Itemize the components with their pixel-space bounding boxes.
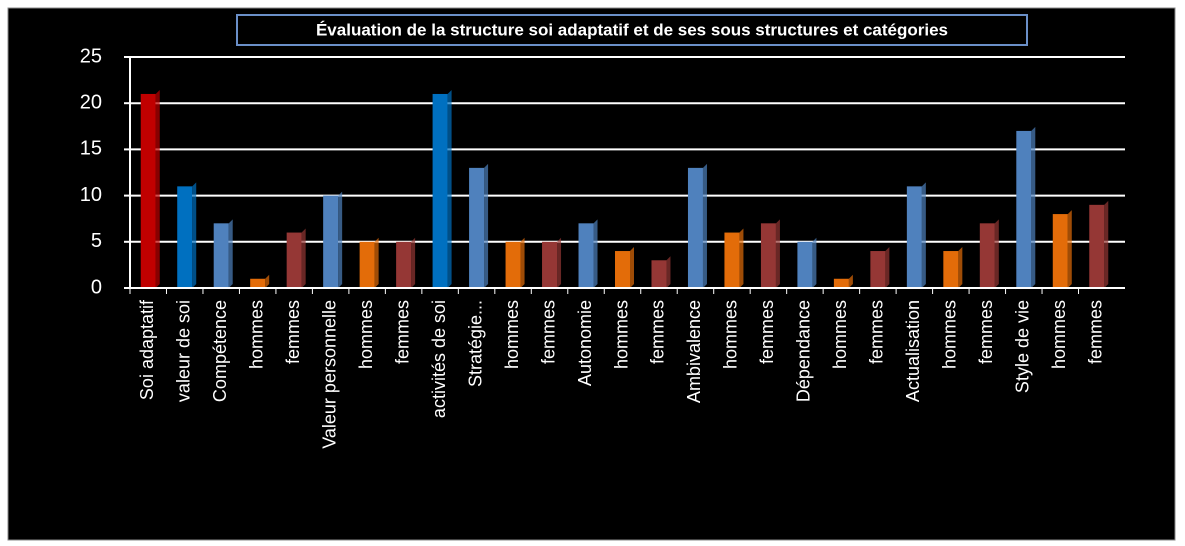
bar-side [484, 163, 489, 288]
bar-side [994, 219, 999, 288]
bar-side [958, 247, 963, 288]
x-tick-label: hommes [721, 300, 741, 369]
bar [396, 241, 412, 288]
bar [651, 260, 667, 288]
bar [213, 223, 229, 288]
x-tick-label: femmes [757, 300, 777, 364]
y-tick-label: 5 [91, 230, 102, 252]
bar [177, 186, 193, 288]
x-tick-label: Valeur personnelle [319, 300, 339, 449]
bar-side [630, 247, 634, 288]
bar [1089, 204, 1105, 288]
bar-side [301, 228, 306, 288]
bar [870, 251, 886, 288]
bar-side [520, 237, 525, 288]
bar-side [1031, 126, 1036, 288]
bar-side [338, 191, 343, 288]
bar-side [1104, 200, 1109, 288]
bar-side [885, 247, 890, 288]
bar [505, 241, 521, 288]
bar [687, 167, 703, 288]
bar-side [812, 237, 817, 288]
x-tick-label: hommes [611, 300, 631, 369]
bar-side [447, 89, 452, 289]
chart-title: Évaluation de la structure soi adaptatif… [316, 20, 948, 39]
bar [615, 251, 630, 288]
x-tick-label: Autonomie [575, 300, 595, 386]
bar [250, 278, 266, 288]
x-tick-label: Compétence [210, 300, 230, 402]
x-tick-label: hommes [940, 300, 960, 369]
bar-side [265, 274, 270, 288]
bar [359, 241, 375, 288]
x-tick-label: Stratégie... [465, 300, 485, 387]
bar-side [775, 219, 780, 288]
x-tick-label: femmes [1086, 300, 1106, 364]
bar [943, 251, 959, 288]
x-tick-label: hommes [830, 300, 850, 369]
x-tick-label: activités de soi [429, 300, 449, 418]
x-tick-label: femmes [648, 300, 668, 364]
x-tick-label: Dépendance [794, 300, 814, 402]
x-tick-label: hommes [246, 300, 266, 369]
y-tick-label: 0 [91, 276, 102, 298]
y-tick-label: 25 [80, 45, 102, 67]
bar [286, 232, 302, 288]
bar [724, 232, 740, 288]
x-tick-label: femmes [976, 300, 996, 364]
title-box [236, 14, 1028, 46]
bar-side [374, 237, 379, 288]
x-tick-label: hommes [1049, 300, 1069, 369]
bar-side [702, 163, 707, 288]
bar [1052, 214, 1068, 288]
x-tick-label: femmes [867, 300, 887, 364]
x-tick-label: Style de vie [1013, 300, 1033, 393]
bar [906, 186, 922, 288]
x-tick-label: femmes [283, 300, 303, 364]
bar-side [557, 237, 562, 288]
bar [542, 241, 558, 288]
bar-side [411, 237, 416, 288]
bar-side [593, 219, 598, 288]
bar-side [155, 89, 160, 289]
bar [797, 241, 813, 288]
bar-side [739, 228, 744, 288]
x-tick-label: valeur de soi [173, 300, 193, 402]
bar [432, 93, 448, 289]
bar-side [192, 182, 197, 288]
bar [1016, 130, 1032, 288]
bar [469, 167, 485, 288]
x-tick-label: femmes [538, 300, 558, 364]
y-tick-label: 20 [80, 91, 102, 113]
bar [578, 223, 594, 288]
x-tick-label: hommes [502, 300, 522, 369]
bar [979, 223, 995, 288]
bar-side [1067, 210, 1072, 288]
x-tick-label: Actualisation [903, 300, 923, 402]
bar-side [228, 219, 233, 288]
x-tick-label: Ambivalence [684, 300, 704, 403]
y-tick-label: 15 [80, 138, 102, 160]
x-tick-label: Soi adaptatif [137, 299, 157, 400]
bar [833, 278, 849, 288]
x-tick-label: hommes [356, 300, 376, 369]
bar [140, 93, 156, 289]
bar [760, 223, 776, 288]
bar [323, 195, 339, 288]
y-tick-label: 10 [80, 184, 102, 206]
bar-side [921, 182, 926, 288]
bar-side [666, 256, 671, 288]
bar-side [848, 274, 853, 288]
x-tick-label: femmes [392, 300, 412, 364]
